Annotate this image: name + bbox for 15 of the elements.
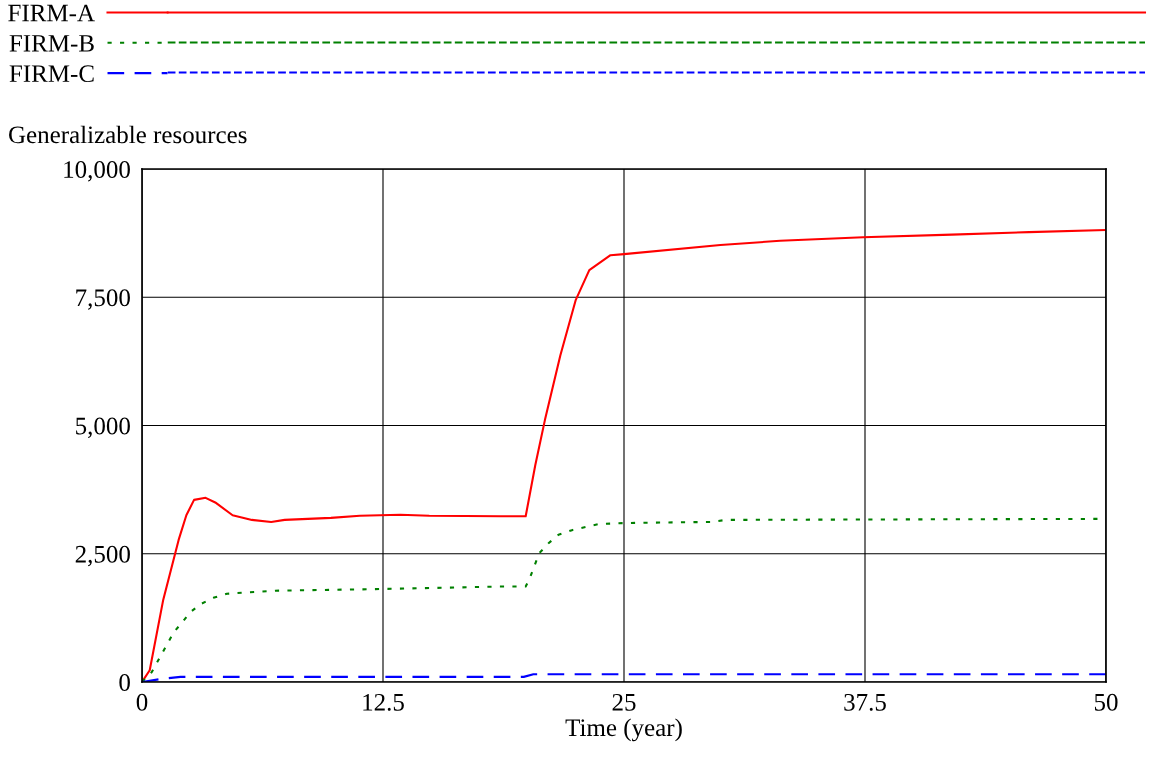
x-tick-label: 50 [1094,693,1118,711]
x-tick-label: 0 [136,693,148,711]
y-tick-label: 10,000 [64,161,130,182]
legend-label: FIRM-B [9,35,94,52]
x-tick-label: 25 [612,693,636,711]
y-tick-label: 0 [119,674,130,691]
chart-title: Generalizable resources [9,125,247,144]
y-tick-label: 7,500 [76,289,130,310]
x-tick-label: 37.5 [844,693,886,711]
x-tick-label: 12.5 [363,693,404,711]
x-axis-title: Time (year) [565,718,682,742]
y-tick-label: 2,500 [75,545,130,567]
y-tick-label: 5,000 [76,417,130,439]
legend-label: FIRM-C [9,65,94,83]
legend-label: FIRM-A [8,4,95,22]
